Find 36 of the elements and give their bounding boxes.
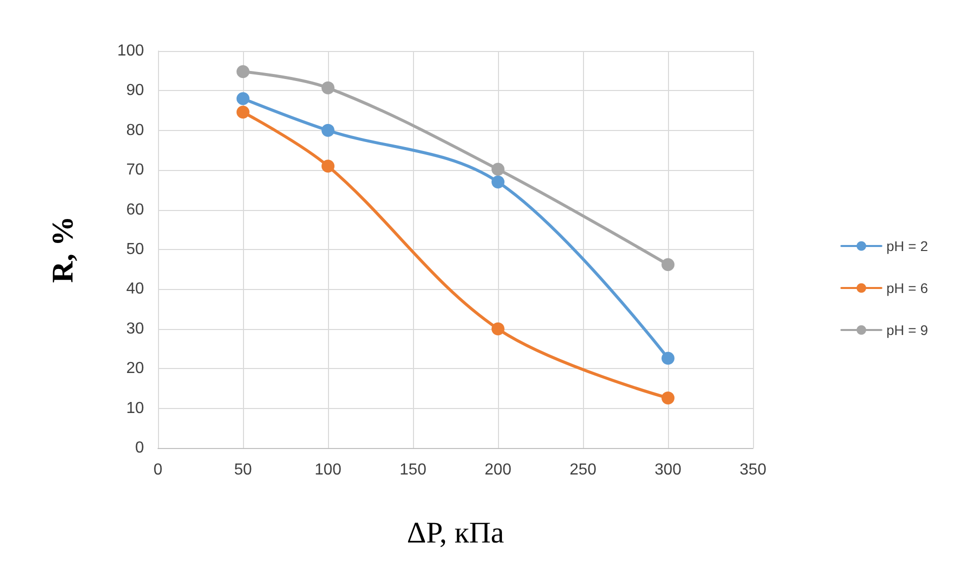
- x-tick-label: 300: [654, 462, 682, 478]
- y-tick-label: 90: [126, 82, 144, 100]
- point: [236, 65, 250, 78]
- x-tick-label: 250: [570, 462, 596, 478]
- y-tick-label: 50: [126, 241, 144, 258]
- point: [492, 322, 504, 336]
- point: [662, 391, 674, 404]
- legend-label: pH = 9: [886, 322, 928, 338]
- y-axis-title: R, %: [46, 216, 80, 283]
- y-tick-label: 30: [126, 320, 144, 338]
- legend-label: pH = 6: [886, 280, 928, 296]
- point: [236, 92, 250, 106]
- y-tick-label: 40: [126, 280, 144, 298]
- x-tick-label: 350: [740, 462, 766, 478]
- point: [662, 352, 674, 365]
- y-tick-label: 0: [135, 440, 144, 456]
- point: [662, 258, 674, 272]
- x-tick-label: 200: [484, 462, 512, 478]
- x-tick-label: 0: [154, 462, 163, 478]
- point: [322, 160, 334, 173]
- y-tick-label: 100: [117, 42, 144, 60]
- x-axis-title: ΔP, кПа: [406, 516, 504, 550]
- point: [322, 124, 334, 137]
- x-tick-label: 100: [314, 462, 342, 478]
- y-tick-label: 20: [126, 360, 144, 378]
- point: [236, 106, 250, 119]
- y-tick-label: 10: [126, 400, 144, 417]
- point: [492, 176, 504, 189]
- y-tick-label: 80: [126, 122, 144, 139]
- x-tick-label: 150: [400, 462, 426, 478]
- y-tick-label: 70: [126, 162, 144, 179]
- point: [322, 81, 334, 94]
- y-tick-label: 60: [126, 201, 144, 218]
- legend-label: pH = 2: [886, 238, 928, 254]
- point: [492, 162, 504, 176]
- x-tick-label: 50: [234, 462, 252, 478]
